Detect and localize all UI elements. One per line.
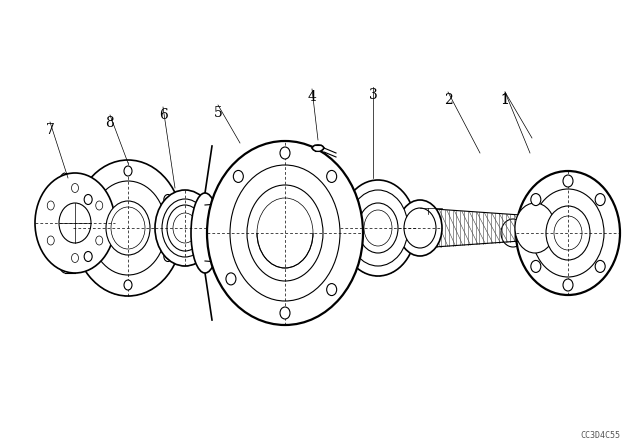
Ellipse shape	[230, 165, 340, 301]
Ellipse shape	[515, 203, 555, 253]
Ellipse shape	[72, 184, 79, 193]
Ellipse shape	[59, 203, 91, 243]
Ellipse shape	[73, 160, 183, 296]
Text: 3: 3	[369, 88, 378, 102]
Ellipse shape	[531, 194, 541, 206]
Ellipse shape	[280, 147, 290, 159]
Ellipse shape	[191, 193, 219, 273]
Text: 1: 1	[500, 93, 509, 107]
Ellipse shape	[546, 206, 590, 260]
Ellipse shape	[326, 170, 337, 182]
Ellipse shape	[164, 194, 172, 204]
Ellipse shape	[404, 208, 436, 248]
Ellipse shape	[47, 201, 54, 210]
Ellipse shape	[226, 273, 236, 285]
Ellipse shape	[532, 189, 604, 277]
Ellipse shape	[280, 307, 290, 319]
Text: CC3D4C55: CC3D4C55	[580, 431, 620, 440]
Ellipse shape	[358, 203, 398, 253]
Ellipse shape	[72, 254, 79, 263]
Ellipse shape	[563, 279, 573, 291]
Ellipse shape	[111, 207, 145, 249]
Ellipse shape	[340, 180, 416, 276]
Ellipse shape	[516, 171, 620, 295]
Text: 1: 1	[500, 93, 509, 107]
Ellipse shape	[84, 194, 92, 204]
Ellipse shape	[364, 210, 392, 246]
Ellipse shape	[563, 175, 573, 187]
Text: 4: 4	[308, 90, 316, 104]
Text: 8: 8	[106, 116, 115, 130]
Ellipse shape	[595, 260, 605, 272]
Ellipse shape	[124, 280, 132, 290]
Ellipse shape	[47, 236, 54, 245]
Ellipse shape	[84, 251, 92, 262]
Ellipse shape	[554, 216, 582, 250]
Ellipse shape	[234, 170, 243, 182]
Text: 5: 5	[214, 106, 222, 120]
Ellipse shape	[155, 190, 215, 266]
Text: 2: 2	[444, 93, 452, 107]
Ellipse shape	[501, 219, 525, 247]
Ellipse shape	[167, 205, 203, 251]
Ellipse shape	[164, 251, 172, 262]
Ellipse shape	[96, 201, 103, 210]
Ellipse shape	[96, 236, 103, 245]
Ellipse shape	[106, 201, 150, 255]
Ellipse shape	[90, 181, 166, 275]
Ellipse shape	[162, 199, 208, 257]
Ellipse shape	[207, 141, 363, 325]
Ellipse shape	[348, 190, 408, 266]
Ellipse shape	[398, 200, 442, 256]
Ellipse shape	[173, 213, 197, 243]
Text: 6: 6	[159, 108, 168, 122]
Ellipse shape	[326, 284, 337, 296]
Ellipse shape	[595, 194, 605, 206]
Ellipse shape	[257, 198, 313, 268]
Ellipse shape	[531, 260, 541, 272]
Text: 7: 7	[45, 123, 54, 137]
Ellipse shape	[312, 145, 324, 151]
Ellipse shape	[247, 185, 323, 281]
Ellipse shape	[124, 166, 132, 176]
Ellipse shape	[35, 173, 115, 273]
